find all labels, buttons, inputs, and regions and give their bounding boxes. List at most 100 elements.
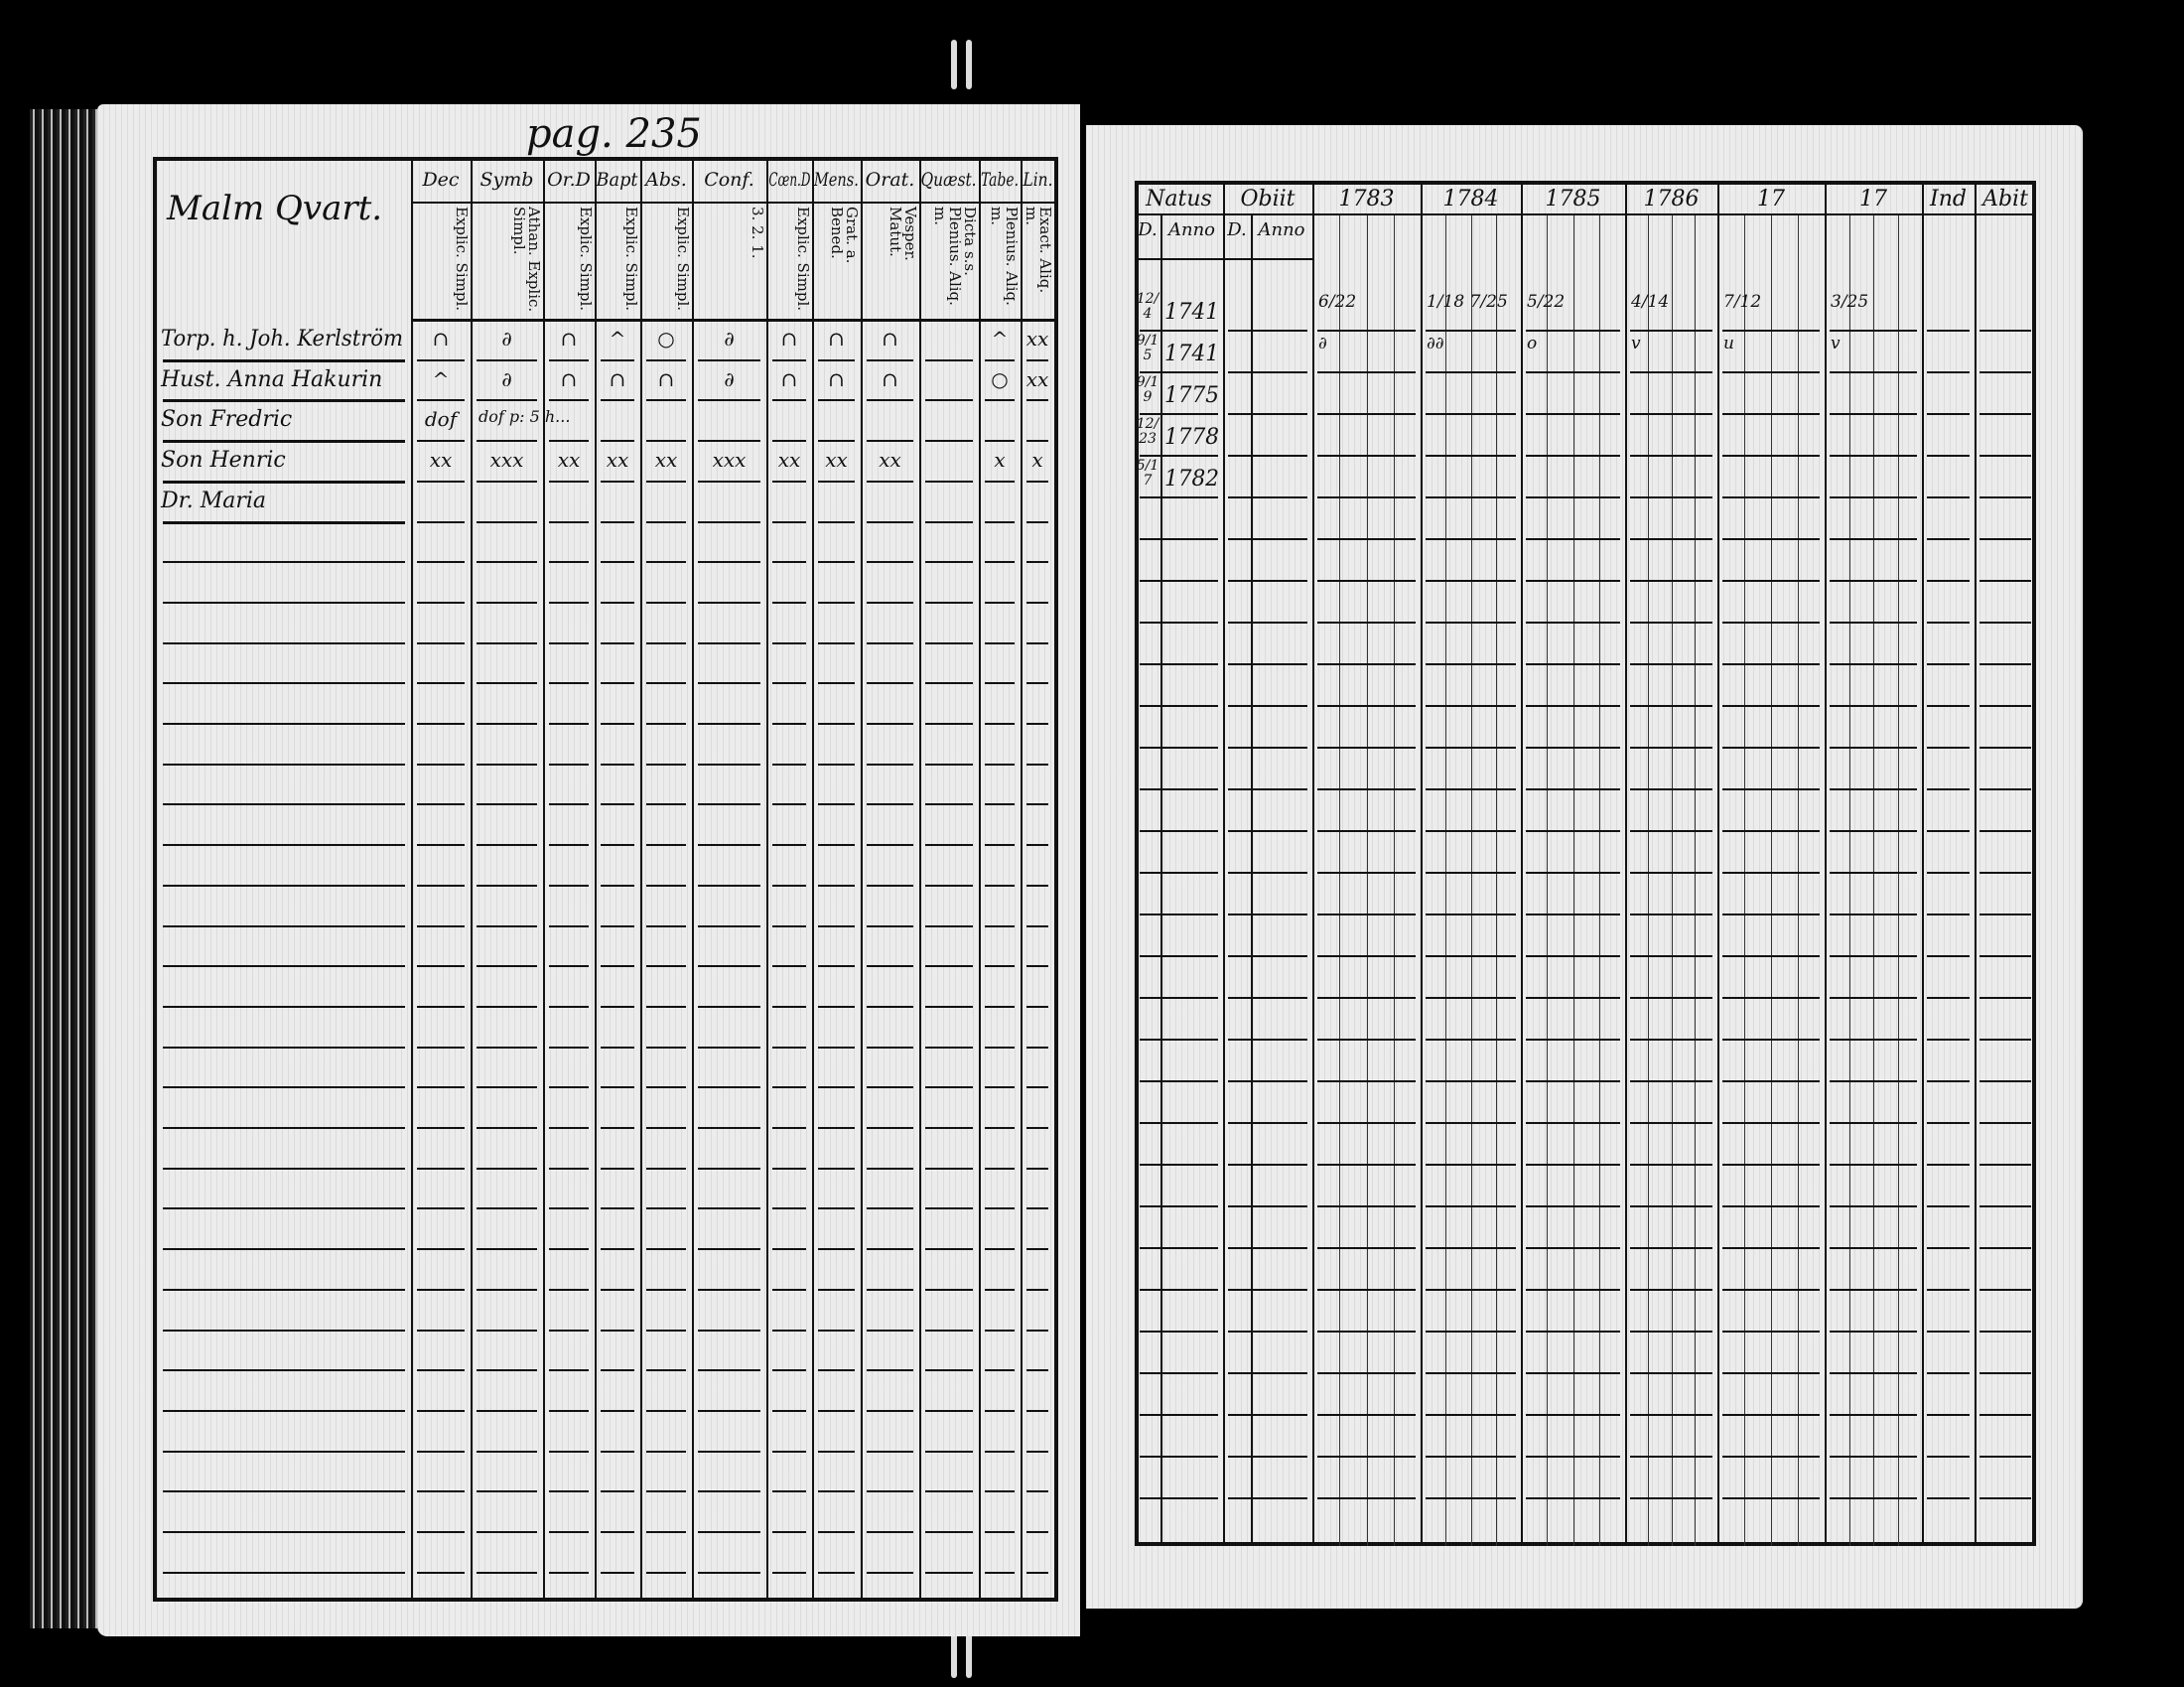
row-line <box>1830 1456 1917 1458</box>
row-line <box>925 521 973 523</box>
exam-mark: ∩ <box>609 366 626 391</box>
row-line <box>1526 1456 1620 1458</box>
row-line <box>1317 1456 1416 1458</box>
column-divider <box>919 157 921 1602</box>
row-line <box>1526 580 1620 582</box>
row-line <box>1026 1127 1048 1129</box>
row-line <box>867 723 913 725</box>
row-line <box>549 1451 589 1453</box>
member-name: Dr. Maria <box>161 488 267 513</box>
row-line <box>417 965 465 967</box>
row-line <box>1830 622 1917 624</box>
row-line <box>1426 455 1516 457</box>
exam-mark: ∩ <box>828 327 845 351</box>
row-line <box>417 682 465 684</box>
row-line <box>985 803 1015 805</box>
row-line <box>698 764 760 766</box>
row-line <box>925 440 973 442</box>
row-line <box>1927 1039 1970 1041</box>
row-line <box>1979 622 2031 624</box>
row-line <box>646 521 686 523</box>
birth-year: 1775 <box>1164 383 1219 408</box>
row-line <box>1979 413 2031 415</box>
row-line <box>1722 496 1820 498</box>
binding-clip-bottom <box>951 1628 957 1678</box>
row-line <box>601 481 634 483</box>
row-line <box>549 602 589 604</box>
column-header-ind: Ind <box>1930 187 1967 211</box>
row-line <box>1979 830 2031 832</box>
row-line <box>1026 359 1048 361</box>
row-line <box>646 642 686 644</box>
row-line <box>1927 1372 1970 1374</box>
row-line <box>1317 580 1416 582</box>
row-line <box>1630 1205 1712 1207</box>
row-line <box>772 844 806 846</box>
exam-date: ∂ <box>1318 334 1327 353</box>
row-line <box>985 399 1015 401</box>
row-line <box>818 1369 855 1371</box>
row-line <box>1526 455 1620 457</box>
exam-date: 3/25 <box>1831 292 1869 312</box>
exam-mark: xx <box>879 448 901 473</box>
row-line <box>698 682 760 684</box>
row-line <box>698 399 760 401</box>
row-line <box>601 965 634 967</box>
row-line <box>477 723 537 725</box>
column-divider <box>1021 157 1023 1602</box>
row-line <box>985 642 1015 644</box>
row-line <box>417 844 465 846</box>
row-line <box>1426 1247 1516 1249</box>
column-header-year-2: 1785 <box>1545 187 1601 211</box>
row-line <box>646 1006 686 1008</box>
row-line <box>1979 1164 2031 1166</box>
row-line <box>163 1248 405 1250</box>
row-line <box>1526 830 1620 832</box>
row-line <box>1630 1372 1712 1374</box>
row-line <box>601 844 634 846</box>
row-line <box>1228 830 1307 832</box>
row-line <box>985 561 1015 563</box>
row-line <box>1927 872 1970 874</box>
row-line <box>601 682 634 684</box>
row-line <box>772 1330 806 1332</box>
row-line <box>1426 1497 1516 1499</box>
row-line <box>163 764 405 766</box>
row-line <box>1526 1372 1620 1374</box>
column-subheader: Explic. Simpl. <box>453 207 471 312</box>
row-line <box>1630 1331 1712 1333</box>
row-line <box>1026 844 1048 846</box>
row-line <box>1026 1047 1048 1049</box>
row-line <box>477 1127 537 1129</box>
row-line <box>772 399 806 401</box>
column-subheader: Exact. Aliq. m. <box>1023 207 1054 294</box>
row-line <box>772 1127 806 1129</box>
row-line <box>1317 413 1416 415</box>
row-line <box>417 1127 465 1129</box>
row-line <box>1927 580 1970 582</box>
row-line <box>818 1127 855 1129</box>
row-line <box>1426 1122 1516 1124</box>
exam-mark: xx <box>1025 366 1049 391</box>
row-line <box>601 925 634 927</box>
row-line <box>1927 830 1970 832</box>
row-line <box>646 1330 686 1332</box>
birth-year: 1782 <box>1164 467 1219 492</box>
exam-mark: xx <box>825 448 848 473</box>
row-line <box>1722 622 1820 624</box>
row-line <box>1526 1414 1620 1416</box>
row-line <box>1526 1122 1620 1124</box>
row-line <box>1026 399 1048 401</box>
row-line <box>1026 1490 1048 1492</box>
row-line <box>1140 455 1218 457</box>
row-line <box>1426 496 1516 498</box>
row-line <box>698 359 760 361</box>
row-line <box>1830 1414 1917 1416</box>
exam-mark: ^ <box>609 327 626 351</box>
row-line <box>818 1047 855 1049</box>
exam-note: dof p: 5 h... <box>478 407 571 427</box>
row-line <box>1979 371 2031 373</box>
row-line <box>601 1248 634 1250</box>
row-line <box>163 1572 405 1574</box>
row-line <box>1140 1372 1218 1374</box>
